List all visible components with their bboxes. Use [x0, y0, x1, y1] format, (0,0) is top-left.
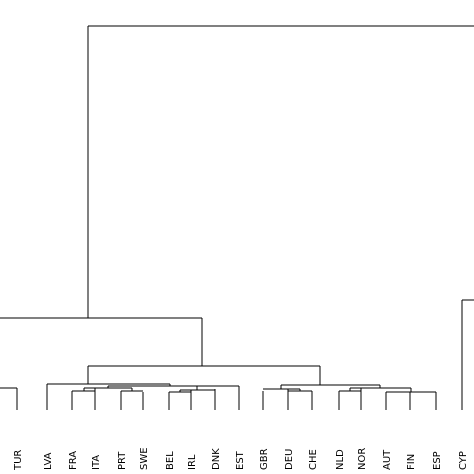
- leaf-label-est: EST: [235, 450, 246, 470]
- leaf-label-nld: NLD: [335, 449, 346, 470]
- leaf-label-cyp: CYP: [458, 451, 469, 470]
- leaf-label-dnk: DNK: [211, 448, 222, 470]
- leaf-label-irl: IRL: [187, 454, 198, 470]
- leaf-label-fra: FRA: [68, 451, 79, 470]
- leaf-label-bel: BEL: [165, 451, 176, 470]
- leaf-label-esp: ESP: [432, 451, 443, 470]
- leaf-label-fin: FIN: [406, 454, 417, 470]
- leaf-label-nor: NOR: [357, 448, 368, 470]
- leaf-label-che: CHE: [308, 449, 319, 470]
- leaf-label-lva: LVA: [43, 452, 54, 470]
- dendrogram-branches: [0, 25, 474, 410]
- leaf-label-ita: ITA: [91, 455, 102, 470]
- leaf-label-tur: TUR: [13, 450, 24, 471]
- leaf-label-swe: SWE: [139, 447, 150, 470]
- leaf-label-aut: AUT: [382, 449, 393, 470]
- leaf-labels: TUR LVA FRA ITA PRT SWE BEL IRL DNK EST GBR DEU CHE N…: [13, 447, 469, 471]
- leaf-label-gbr: GBR: [259, 448, 270, 470]
- leaf-label-deu: DEU: [284, 449, 295, 470]
- leaf-label-prt: PRT: [117, 451, 128, 470]
